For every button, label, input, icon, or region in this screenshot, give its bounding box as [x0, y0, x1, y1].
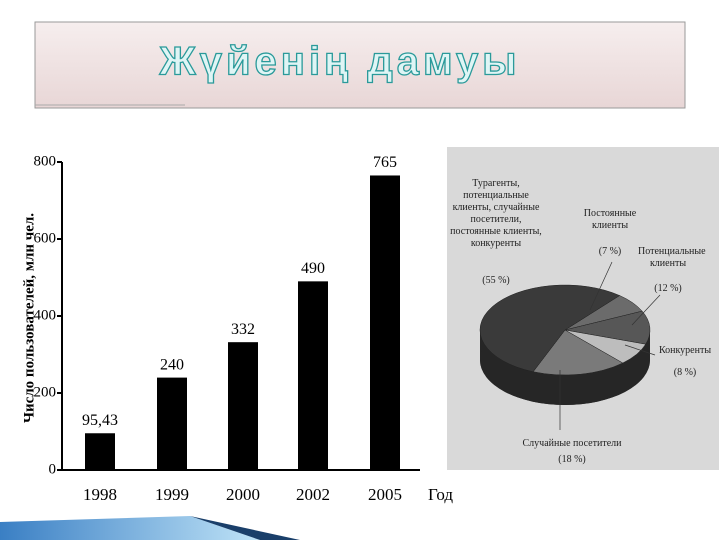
value-label: 95,43 — [82, 412, 118, 429]
decor — [190, 516, 300, 540]
pie-value-label: (7 %) — [598, 246, 622, 257]
value-label: 332 — [231, 321, 255, 338]
y-axis-label: Число пользователей, млн чел. — [21, 213, 37, 423]
bar — [157, 377, 187, 470]
pie-label: Постоянные клиенты — [583, 208, 637, 231]
title-box — [34, 21, 686, 109]
bar — [298, 281, 328, 470]
bar — [370, 175, 400, 470]
y-tick-label: 600 — [34, 230, 57, 246]
pie-slice — [479, 284, 621, 373]
x-axis-label: Год — [428, 485, 453, 504]
slide-title: Жүйенің дамуы — [159, 40, 521, 84]
pie-value-label: (8 %) — [673, 367, 697, 378]
x-tick-label: 2002 — [296, 485, 330, 504]
x-tick-label: 1999 — [155, 485, 189, 504]
pie-label: Турагенты, потенциальные клиенты, случай… — [450, 178, 542, 249]
bar — [228, 342, 258, 470]
decor — [0, 516, 260, 540]
bar — [85, 433, 115, 470]
pie-label: Конкуренты — [658, 345, 712, 356]
value-label: 240 — [160, 356, 184, 373]
pie-value-label: (18 %) — [558, 454, 586, 465]
pie-slice — [564, 310, 651, 345]
y-tick-label: 400 — [34, 307, 57, 323]
y-tick-label: 0 — [49, 461, 57, 477]
x-tick-label: 1998 — [83, 485, 117, 504]
y-tick-label: 200 — [34, 384, 57, 400]
y-tick-label: 800 — [34, 153, 57, 169]
leader-line — [631, 294, 661, 326]
pie-value-label: (12 %) — [654, 283, 682, 294]
x-tick-label: 2000 — [226, 485, 260, 504]
pie-label: Потенциальные клиенты — [638, 246, 706, 269]
value-label: 490 — [301, 260, 325, 277]
pie-slice — [532, 329, 624, 376]
pie-value-label: (55 %) — [482, 275, 510, 286]
pie-label: Случайные посетители — [522, 438, 622, 449]
leader-line — [589, 261, 613, 311]
x-tick-label: 2005 — [368, 485, 402, 504]
leader-line — [624, 344, 656, 356]
value-label: 765 — [373, 154, 397, 171]
